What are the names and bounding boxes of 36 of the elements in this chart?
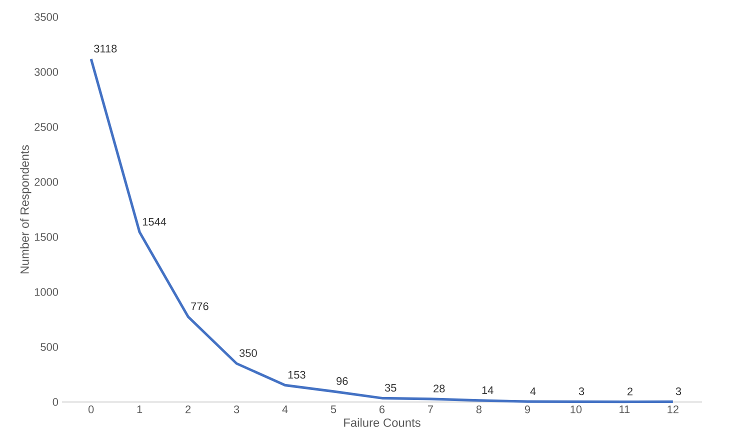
data-label: 96 [336, 377, 348, 385]
y-tick-label: 500 [40, 343, 58, 351]
x-tick-label: 12 [668, 406, 678, 414]
x-axis-title: Failure Counts [344, 418, 420, 427]
x-tick-label: 0 [88, 406, 94, 414]
x-tick-label: 5 [330, 406, 336, 414]
data-label: 35 [384, 384, 396, 392]
y-tick-label: 1500 [34, 233, 58, 241]
y-tick-label: 2000 [34, 178, 58, 186]
data-label: 153 [288, 370, 306, 379]
x-tick-label: 1 [137, 406, 142, 414]
data-label: 28 [434, 384, 445, 392]
data-label: 2 [628, 388, 632, 396]
data-label: 3 [578, 387, 584, 396]
data-label: 350 [239, 349, 257, 357]
y-tick-label: 0 [52, 398, 58, 406]
x-tick-label: 2 [186, 406, 191, 414]
data-label: 1544 [142, 218, 166, 226]
x-tick-label: 7 [428, 406, 433, 414]
x-tick-label: 10 [570, 406, 582, 414]
x-tick-label: 11 [620, 406, 630, 414]
y-tick-label: 3500 [34, 13, 58, 21]
data-label: 14 [482, 386, 494, 394]
x-tick-label: 8 [476, 406, 482, 414]
y-tick-label: 1000 [34, 288, 58, 296]
x-tick-label: 3 [234, 406, 240, 414]
x-tick-label: 4 [282, 406, 288, 414]
x-tick-label: 9 [524, 406, 530, 414]
data-label: 4 [530, 388, 536, 396]
data-label: 3118 [94, 44, 117, 53]
x-tick-label: 6 [380, 406, 385, 414]
y-tick-label: 2500 [34, 123, 58, 131]
data-label: 776 [191, 302, 208, 310]
data-label: 3 [676, 387, 682, 396]
y-axis-title: Number of Respondents [20, 145, 32, 274]
y-tick-label: 3000 [34, 68, 58, 76]
